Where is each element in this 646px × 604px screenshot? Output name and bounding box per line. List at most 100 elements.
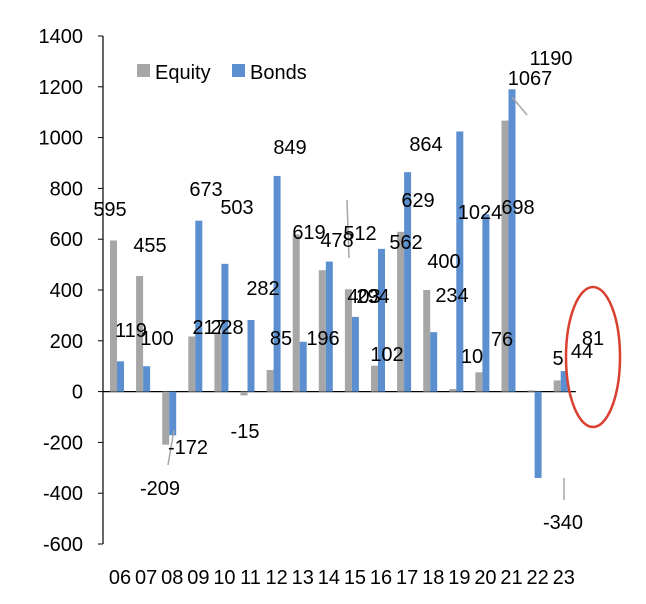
equity-label-20: 76	[491, 329, 513, 351]
x-tick-label: 19	[448, 567, 470, 589]
x-tick-label: 22	[527, 567, 549, 589]
bonds-bar-13	[299, 341, 307, 392]
x-tick-label: 23	[553, 567, 575, 589]
equity-bar-13	[292, 234, 300, 392]
bonds-label-12: 849	[273, 137, 306, 159]
equity-bar-11	[240, 391, 248, 396]
equity-label-06: 595	[93, 199, 126, 221]
bonds-label-23: 81	[582, 328, 604, 350]
equity-label-10: 228	[210, 317, 243, 339]
y-tick-label: 1400	[39, 26, 84, 48]
bonds-label-10: 503	[220, 197, 253, 219]
equity-bar-20	[475, 372, 483, 392]
x-tick-label: 20	[474, 567, 496, 589]
highlight-ellipse	[564, 285, 622, 429]
bonds-bar-12	[273, 175, 281, 392]
y-tick-label: 400	[50, 280, 83, 302]
bonds-label-17: 864	[409, 134, 442, 156]
bars	[110, 89, 568, 478]
x-tick-label: 16	[370, 567, 392, 589]
axes	[98, 35, 576, 545]
equity-label-08: -209	[140, 478, 180, 500]
equity-bar-07	[136, 276, 144, 392]
bonds-label-16: 562	[389, 232, 422, 254]
bonds-label-18: 234	[435, 285, 468, 307]
y-tick-label: 200	[50, 331, 83, 353]
y-tick-label: 800	[50, 178, 83, 200]
legend: Equity Bonds	[137, 62, 307, 84]
equity-bar-16	[371, 365, 378, 392]
x-tick-label: 12	[266, 567, 288, 589]
x-tick-label: 15	[344, 567, 366, 589]
x-tick-label: 09	[187, 567, 209, 589]
equity-bar-14	[318, 270, 326, 392]
x-tick-label: 18	[422, 567, 444, 589]
bonds-bar-14	[325, 261, 333, 392]
y-tick-label: -600	[43, 534, 83, 556]
equity-bar-06	[110, 240, 117, 392]
bonds-bar-17	[404, 172, 412, 392]
legend-swatch-equity	[137, 64, 150, 77]
x-tick-label: 13	[292, 567, 314, 589]
equity-label-11: -15	[231, 421, 260, 443]
bonds-bar-06	[117, 361, 124, 392]
x-tick-label: 11	[240, 567, 261, 589]
bonds-bar-15	[351, 316, 359, 392]
equity-bar-19	[449, 389, 457, 392]
bonds-bar-22	[534, 391, 542, 478]
bonds-bar-07	[143, 366, 151, 392]
equity-label-15: 403	[347, 286, 380, 308]
equity-label-19: 10	[461, 346, 483, 368]
bonds-label-19: 1024	[458, 202, 503, 224]
x-tick-label: 06	[109, 567, 131, 589]
legend-label-bonds: Bonds	[250, 62, 307, 84]
bonds-label-15: 294	[356, 286, 389, 308]
equity-label-23: 44	[571, 341, 593, 363]
equity-bar-15	[344, 289, 352, 392]
leader-line	[346, 199, 350, 259]
x-tick-label: 17	[396, 567, 418, 589]
y-tick-label: -200	[43, 432, 83, 454]
y-tick-label: 1200	[39, 77, 84, 99]
equity-bar-09	[188, 336, 196, 392]
bonds-bar-18	[430, 332, 438, 392]
bonds-bar-09	[195, 220, 203, 392]
bonds-bar-21	[508, 89, 516, 392]
x-tick-label: 10	[213, 567, 235, 589]
x-tick-label: 07	[135, 567, 157, 589]
x-tick-label: 08	[161, 567, 183, 589]
equity-label-12: 85	[270, 328, 292, 350]
bonds-label-07: 100	[140, 328, 173, 350]
equity-bar-18	[423, 290, 431, 392]
equity-label-21: 1067	[508, 68, 553, 90]
legend-swatch-bonds	[232, 64, 245, 77]
equity-bar-22	[527, 390, 535, 392]
bonds-bar-23	[560, 371, 568, 392]
equity-label-18: 400	[427, 251, 460, 273]
y-tick-label: -400	[43, 483, 83, 505]
bonds-label-09: 673	[189, 179, 222, 201]
legend-label-equity: Equity	[155, 62, 211, 84]
bonds-bar-08	[169, 391, 177, 436]
equity-label-16: 102	[370, 344, 403, 366]
y-tick-label: 1000	[39, 128, 84, 150]
bonds-bar-11	[247, 319, 255, 392]
x-tick-label: 21	[500, 567, 522, 589]
leader-line	[511, 96, 528, 116]
data-labels: 595 119 455 100 -209 -172 217 673 228 503 -15 282 85…	[93, 48, 604, 534]
equity-bar-21	[501, 120, 509, 392]
bonds-label-14: 512	[343, 223, 376, 245]
equity-label-22: 5	[552, 348, 563, 370]
bonds-label-22: -340	[543, 512, 583, 534]
leader-line	[167, 429, 175, 466]
equity-label-14: 478	[320, 230, 353, 252]
bonds-label-21: 1190	[529, 48, 572, 70]
bonds-label-20: 698	[501, 197, 534, 219]
bonds-bar-20	[482, 214, 490, 392]
bonds-bar-19	[456, 131, 464, 392]
equity-label-17: 629	[401, 190, 434, 212]
bonds-bar-10	[221, 263, 229, 392]
y-tick-label: 0	[72, 382, 83, 404]
